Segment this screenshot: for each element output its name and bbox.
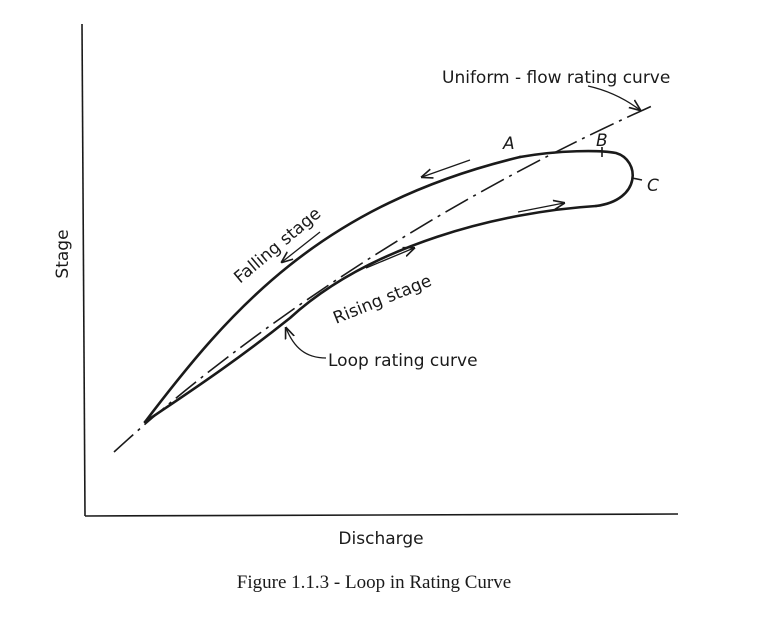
point-b-label: B: [596, 131, 608, 151]
x-axis: [84, 513, 679, 517]
falling-direction-arrow: [422, 159, 471, 177]
falling-stage-arrow: [282, 231, 321, 262]
loop-peak-curve: [518, 149, 634, 208]
rising-direction-arrow: [517, 203, 564, 213]
figure-caption: Figure 1.1.3 - Loop in Rating Curve: [237, 572, 511, 593]
y-axis: [81, 23, 86, 517]
y-axis-label: Stage: [53, 229, 73, 278]
uniform-flow-label: Uniform - flow rating curve: [442, 68, 670, 88]
x-axis-label: Discharge: [338, 529, 423, 549]
falling-stage-curve: [143, 155, 522, 424]
loop-rating-label: Loop rating curve: [328, 351, 478, 371]
rising-stage-arrow: [365, 248, 414, 269]
point-a-label: A: [502, 134, 515, 154]
point-c-label: C: [647, 176, 659, 196]
point-c-tick: [631, 177, 643, 181]
loop-rating-leader-arrow: [286, 328, 327, 359]
uniform-flow-rating-curve: [113, 105, 653, 453]
rising-stage-label: Rising stage: [330, 271, 434, 329]
rising-stage-curve: [143, 204, 598, 424]
uniform-flow-leader-arrow: [587, 85, 640, 110]
